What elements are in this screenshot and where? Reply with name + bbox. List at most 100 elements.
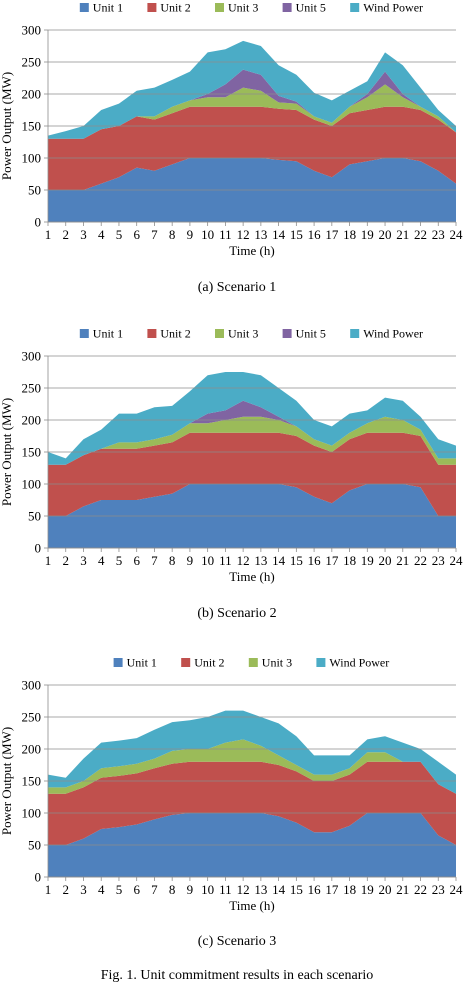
x-tick-label: 21	[396, 553, 409, 568]
area-unit-2	[48, 432, 456, 516]
x-tick-label: 11	[219, 227, 232, 242]
legend-label-wind-power: Wind Power	[329, 656, 389, 670]
y-tick-label: 0	[35, 541, 42, 556]
x-tick-label: 13	[254, 882, 267, 897]
x-tick-label: 19	[361, 227, 374, 242]
legend-label-wind-power: Wind Power	[363, 327, 423, 341]
x-tick-label: 14	[272, 553, 286, 568]
legend-label-unit-1: Unit 1	[93, 327, 123, 341]
x-tick-label: 13	[254, 553, 267, 568]
area-unit-3	[48, 739, 456, 794]
legend-label-unit-3: Unit 3	[262, 656, 292, 670]
y-tick-label: 150	[22, 445, 42, 460]
x-tick-label: 4	[98, 553, 105, 568]
legend-item-unit-3: Unit 3	[215, 1, 258, 15]
area-wind-power	[48, 40, 456, 139]
y-tick-label: 100	[22, 806, 42, 821]
chart-scenario-3: Unit 1 Unit 2 Unit 3 Wind Power 0 50 100 150 200…	[0, 655, 474, 955]
legend-item-unit-3: Unit 3	[248, 656, 292, 670]
legend-item-wind-power: Wind Power	[350, 327, 423, 341]
x-tick-label: 23	[432, 882, 445, 897]
x-axis-title: Time (h)	[229, 569, 274, 584]
area-unit-2	[48, 761, 456, 845]
x-tick-label: 15	[290, 553, 303, 568]
x-tick-label: 14	[272, 227, 286, 242]
legend-item-unit-1: Unit 1	[113, 656, 157, 670]
y-tick-label: 100	[22, 477, 42, 492]
y-tick-label: 50	[28, 183, 41, 198]
area-unit-3	[48, 84, 456, 139]
x-tick-label: 6	[133, 227, 140, 242]
area-chart-scenario-1: Unit 1 Unit 2 Unit 3 Unit 5 Wind Power050100…	[0, 1, 463, 259]
x-tick-label: 9	[187, 882, 194, 897]
x-tick-label: 20	[379, 227, 392, 242]
x-tick-label: 19	[361, 882, 374, 897]
x-tick-label: 9	[187, 553, 194, 568]
x-tick-label: 10	[201, 882, 214, 897]
x-tick-label: 5	[116, 553, 123, 568]
y-tick-labels: 0 50 100 150 200 250 300	[22, 678, 48, 885]
x-tick-label: 6	[133, 882, 140, 897]
x-tick-label: 18	[343, 553, 356, 568]
x-tick-label: 1	[45, 553, 52, 568]
x-tick-label: 11	[219, 553, 232, 568]
legend: Unit 1 Unit 2 Unit 3 Unit 5 Wind Power	[79, 1, 423, 15]
y-tick-label: 50	[28, 509, 41, 524]
legend-item-unit-5: Unit 5	[282, 327, 326, 341]
legend-swatch-unit-2	[147, 329, 157, 338]
legend-label-unit-2: Unit 2	[194, 656, 224, 670]
y-tick-label: 250	[22, 381, 42, 396]
x-tick-label: 1	[45, 882, 52, 897]
x-tick-label: 18	[343, 882, 356, 897]
y-axis-title: Power Output (MW)	[0, 398, 14, 506]
area-wind-power	[48, 372, 456, 465]
x-tick-label: 14	[272, 882, 286, 897]
legend-item-unit-1: Unit 1	[79, 1, 123, 15]
y-tick-label: 300	[22, 23, 42, 38]
legend-item-wind-power: Wind Power	[316, 656, 389, 670]
x-tick-label: 2	[62, 882, 69, 897]
legend-swatch-wind-power	[316, 658, 326, 667]
x-tick-label: 21	[396, 882, 409, 897]
x-tick-label: 17	[325, 882, 339, 897]
x-tick-label: 12	[237, 882, 250, 897]
y-tick-label: 250	[22, 710, 42, 725]
x-tick-label: 1	[45, 227, 52, 242]
legend-label-unit-2: Unit 2	[160, 1, 190, 15]
x-tick-label: 16	[308, 882, 322, 897]
x-tick-label: 7	[151, 227, 158, 242]
x-tick-label: 3	[80, 882, 87, 897]
y-tick-label: 300	[22, 678, 42, 693]
legend-swatch-unit-1	[79, 3, 89, 12]
caption-scenario-2: (b) Scenario 2	[197, 606, 277, 621]
legend-label-unit-3: Unit 3	[228, 1, 258, 15]
area-chart-scenario-2: Unit 1 Unit 2 Unit 3 Unit 5 Wind Power050100…	[0, 327, 463, 585]
x-tick-label: 7	[151, 553, 158, 568]
y-tick-label: 150	[22, 119, 42, 134]
x-tick-label: 24	[450, 882, 464, 897]
legend-item-unit-1: Unit 1	[79, 327, 123, 341]
chart-scenario-2: Unit 1 Unit 2 Unit 3 Unit 5 Wind Power 0 50 100…	[0, 326, 474, 626]
y-tick-label: 200	[22, 413, 42, 428]
x-tick-label: 22	[414, 227, 427, 242]
legend: Unit 1 Unit 2 Unit 3 Wind Power	[113, 656, 389, 670]
caption-scenario-1: (a) Scenario 1	[197, 280, 277, 295]
x-tick-label: 6	[133, 553, 140, 568]
legend-item-unit-5: Unit 5	[282, 1, 326, 15]
y-tick-labels: 0 50 100 150 200 250 300	[22, 349, 48, 556]
x-tick-label: 4	[98, 227, 105, 242]
area-wind-power	[48, 710, 456, 794]
x-tick-labels: 1 2 3 4 5 6 7 8 9 10 11 12 13 14 15 16 17 18 19 20 21 22 23 24	[45, 222, 463, 242]
legend-label-unit-5: Unit 5	[296, 1, 326, 15]
legend-swatch-wind-power	[350, 329, 360, 338]
x-tick-label: 7	[151, 882, 158, 897]
x-tick-label: 16	[308, 553, 322, 568]
x-tick-label: 23	[432, 227, 445, 242]
x-tick-labels: 1 2 3 4 5 6 7 8 9 10 11 12 13 14 15 16 17 18 19 20 21 22 23 24	[45, 548, 463, 568]
legend-swatch-unit-3	[248, 658, 258, 667]
x-tick-label: 17	[325, 553, 339, 568]
x-tick-label: 2	[62, 227, 69, 242]
x-tick-label: 12	[237, 553, 250, 568]
x-tick-label: 2	[62, 553, 69, 568]
y-tick-label: 200	[22, 87, 42, 102]
